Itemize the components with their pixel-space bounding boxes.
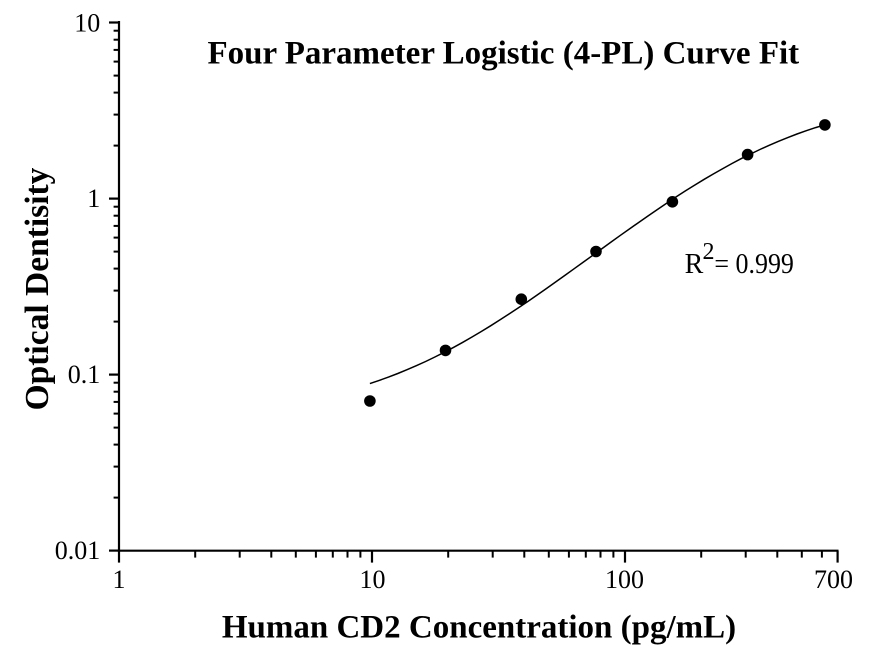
svg-text:R: R bbox=[685, 249, 704, 280]
svg-text:100: 100 bbox=[605, 565, 644, 594]
svg-text:1: 1 bbox=[87, 184, 100, 213]
svg-text:10: 10 bbox=[360, 565, 386, 594]
svg-text:10: 10 bbox=[74, 8, 100, 37]
svg-text:0.01: 0.01 bbox=[55, 536, 101, 565]
svg-text:Four Parameter Logistic (4-PL): Four Parameter Logistic (4-PL) Curve Fit bbox=[207, 35, 799, 71]
svg-text:2: 2 bbox=[703, 239, 715, 265]
svg-text:0.1: 0.1 bbox=[68, 360, 101, 389]
svg-text:Human CD2 Concentration (pg/mL: Human CD2 Concentration (pg/mL) bbox=[222, 610, 736, 646]
svg-text:= 0.999: = 0.999 bbox=[714, 249, 794, 280]
svg-text:Optical Dentisity: Optical Dentisity bbox=[19, 167, 56, 410]
svg-text:1: 1 bbox=[113, 565, 126, 594]
svg-text:700: 700 bbox=[814, 565, 853, 594]
